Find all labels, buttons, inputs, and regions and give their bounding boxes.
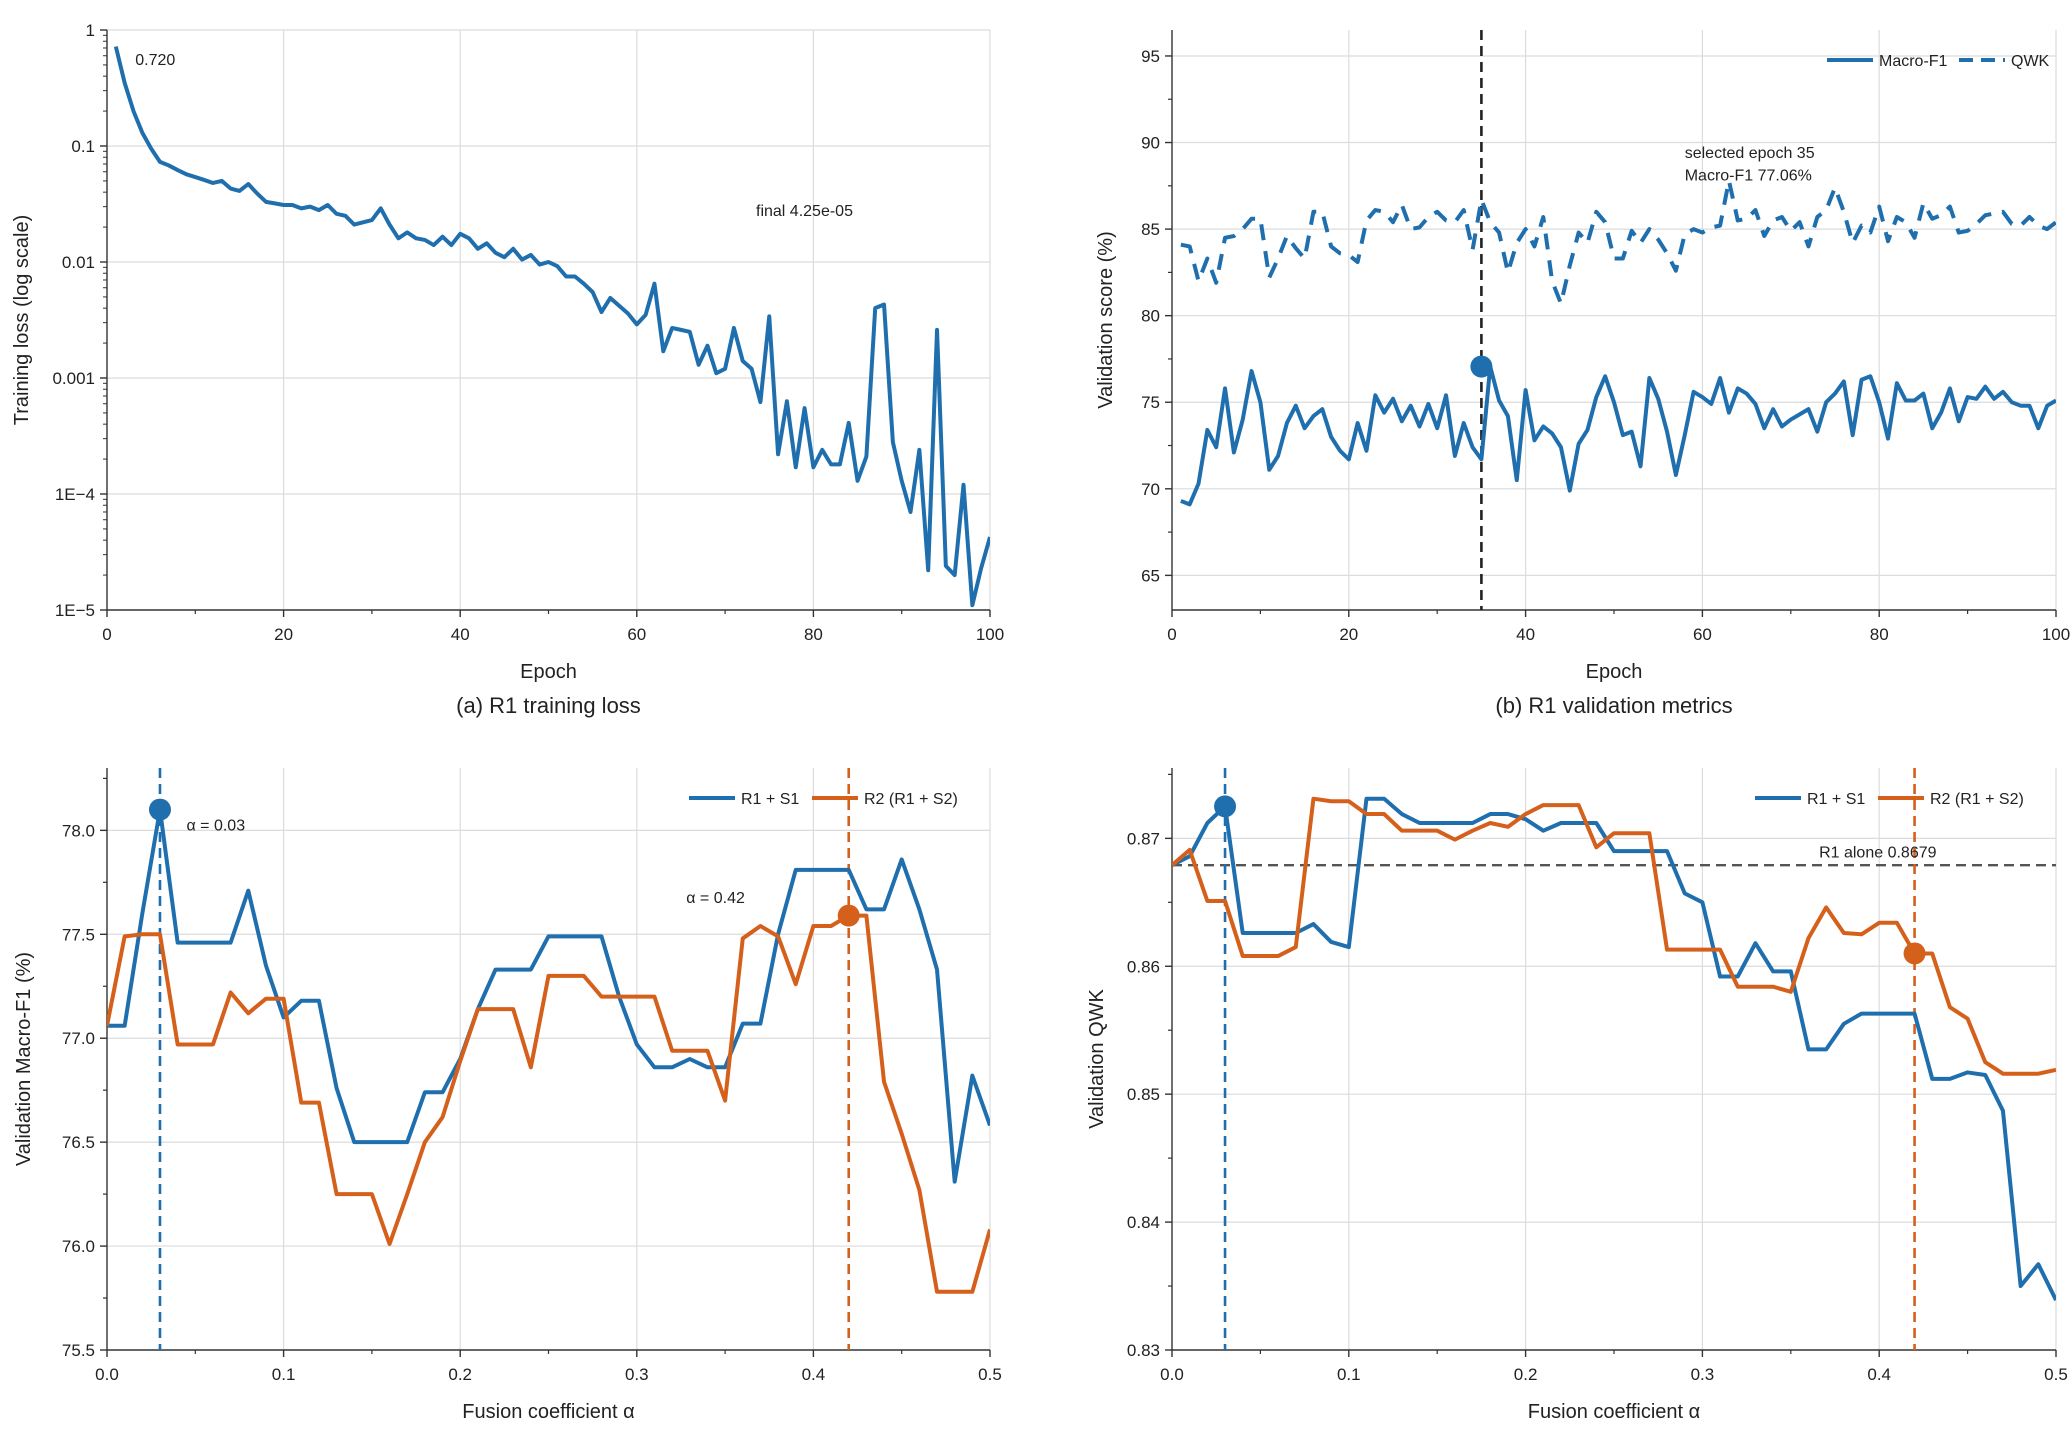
selected-point-marker xyxy=(148,798,171,821)
y-tick-label: 1E−5 xyxy=(55,601,95,620)
y-tick-label: 90 xyxy=(1141,134,1160,153)
x-axis-title: Fusion coefficient α xyxy=(1528,1401,1700,1423)
selected-point-marker xyxy=(1470,355,1493,378)
annotation: selected epoch 35 xyxy=(1685,145,1815,162)
x-tick-label: 40 xyxy=(451,625,470,644)
y-tick-label: 75 xyxy=(1141,393,1160,412)
x-tick-label: 0.4 xyxy=(802,1365,826,1384)
y-tick-label: 85 xyxy=(1141,220,1160,239)
legend-label: R2 (R1 + S2) xyxy=(864,791,958,808)
x-tick-label: 0.3 xyxy=(1691,1365,1715,1384)
x-tick-label: 0.1 xyxy=(1337,1365,1361,1384)
x-axis-title: Epoch xyxy=(520,661,577,683)
gridlines xyxy=(107,768,991,1350)
panel-caption: (a) R1 training loss xyxy=(456,693,641,718)
legend-label: R1 + S1 xyxy=(1807,791,1865,808)
x-axis-title: Fusion coefficient α xyxy=(462,1401,634,1423)
x-tick-label: 0.5 xyxy=(2044,1365,2068,1384)
plot-area xyxy=(113,46,990,608)
y-axis-title: Validation QWK xyxy=(1086,988,1108,1128)
x-tick-label: 0.2 xyxy=(1514,1365,1538,1384)
panel-a-training-loss: 0 20 40 60 80 100 1E−5 1E−4 0.001 0.01 0.1 1 Epoch Tr… xyxy=(11,21,1004,718)
x-tick-label: 0.4 xyxy=(1867,1365,1891,1384)
gridlines xyxy=(107,29,991,610)
annotation: 0.720 xyxy=(135,52,175,69)
y-tick-label: 70 xyxy=(1141,480,1160,499)
x-tick-label: 0 xyxy=(102,625,111,644)
x-tick-label: 0.3 xyxy=(625,1365,649,1384)
panel-caption: (b) R1 validation metrics xyxy=(1495,693,1732,718)
series-line-macro-f1 xyxy=(1180,364,2056,507)
panel-c-fusion-macro-f1: 0.0 0.1 0.2 0.3 0.4 0.5 75.5 76.0 76.5 77.0 77.5 78… xyxy=(13,768,1002,1423)
x-tick-label: 0.5 xyxy=(978,1365,1002,1384)
series-line-r1-s1 xyxy=(1172,796,2056,1301)
x-tick-label: 0.2 xyxy=(448,1365,472,1384)
x-tick-label: 100 xyxy=(976,625,1004,644)
legend: Macro-F1 QWK xyxy=(1827,53,2050,70)
y-tick-label: 65 xyxy=(1141,566,1160,585)
series-line-r1-s1 xyxy=(107,807,990,1184)
legend: R1 + S1 R2 (R1 + S2) xyxy=(1755,791,2024,808)
x-tick-label: 0 xyxy=(1167,625,1176,644)
legend: R1 + S1 R2 (R1 + S2) xyxy=(689,791,958,808)
x-tick-label: 100 xyxy=(2042,625,2070,644)
y-tick-label: 1 xyxy=(86,21,95,40)
x-tick-label: 80 xyxy=(804,625,823,644)
y-tick-label: 0.86 xyxy=(1127,957,1160,976)
x-tick-label: 20 xyxy=(1339,625,1358,644)
y-axis-title: Validation Macro-F1 (%) xyxy=(13,952,35,1166)
y-tick-label: 0.83 xyxy=(1127,1341,1160,1360)
x-tick-label: 0.0 xyxy=(95,1365,119,1384)
series-line-loss xyxy=(113,46,990,608)
y-tick-label: 76.0 xyxy=(62,1237,95,1256)
y-axis-title: Training loss (log scale) xyxy=(11,215,33,425)
y-tick-label: 0.01 xyxy=(62,253,95,272)
y-tick-label: 75.5 xyxy=(62,1341,95,1360)
selected-point-marker xyxy=(1214,795,1237,818)
y-tick-label: 0.1 xyxy=(71,137,95,156)
y-tick-label: 0.85 xyxy=(1127,1085,1160,1104)
x-tick-label: 40 xyxy=(1516,625,1535,644)
y-tick-label: 80 xyxy=(1141,307,1160,326)
y-tick-label: 78.0 xyxy=(62,821,95,840)
series-line-r2-r1-s2 xyxy=(1172,796,2056,1076)
x-axis-title: Epoch xyxy=(1586,661,1643,683)
annotation: final 4.25e-05 xyxy=(756,203,853,220)
legend-label: Macro-F1 xyxy=(1879,53,1948,70)
legend-label: R1 + S1 xyxy=(741,791,799,808)
y-tick-label: 95 xyxy=(1141,47,1160,66)
x-tick-label: 0.1 xyxy=(272,1365,296,1384)
x-tick-label: 60 xyxy=(1693,625,1712,644)
plot-area xyxy=(1172,768,2056,1350)
y-tick-label: 76.5 xyxy=(62,1133,95,1152)
annotation: R1 alone 0.8679 xyxy=(1819,845,1937,862)
y-tick-label: 0.84 xyxy=(1127,1213,1160,1232)
selected-point-marker xyxy=(1903,942,1926,965)
series-line-qwk xyxy=(1180,178,2056,306)
y-tick-label: 77.5 xyxy=(62,925,95,944)
plot-area xyxy=(1180,30,2056,610)
annotation: α = 0.03 xyxy=(186,817,245,834)
x-tick-label: 0.0 xyxy=(1160,1365,1184,1384)
x-tick-label: 80 xyxy=(1870,625,1889,644)
x-tick-label: 60 xyxy=(627,625,646,644)
annotation: α = 0.42 xyxy=(686,890,745,907)
y-tick-label: 1E−4 xyxy=(55,485,95,504)
x-tick-label: 20 xyxy=(274,625,293,644)
panel-b-validation-metrics: 0 20 40 60 80 100 65 70 75 80 85 90 95 Epoch Validatio… xyxy=(1095,30,2070,718)
y-tick-label: 0.87 xyxy=(1127,829,1160,848)
y-axis-title: Validation score (%) xyxy=(1095,231,1117,408)
annotation: Macro-F1 77.06% xyxy=(1685,168,1812,185)
legend-label: R2 (R1 + S2) xyxy=(1930,791,2024,808)
selected-point-marker xyxy=(837,904,860,927)
legend-label: QWK xyxy=(2011,53,2050,70)
panel-d-fusion-qwk: 0.0 0.1 0.2 0.3 0.4 0.5 0.83 0.84 0.85 0.86 0.87 Fu… xyxy=(1086,768,2068,1423)
y-tick-label: 77.0 xyxy=(62,1029,95,1048)
y-tick-label: 0.001 xyxy=(52,369,95,388)
